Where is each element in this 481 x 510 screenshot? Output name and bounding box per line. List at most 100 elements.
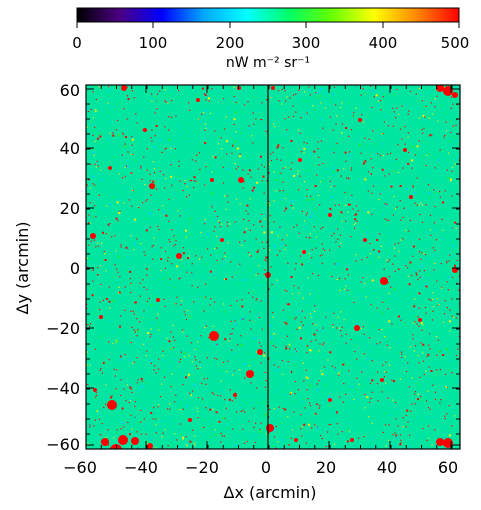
speckle <box>215 272 217 275</box>
speckle <box>259 156 261 158</box>
speckle <box>453 136 455 138</box>
speckle <box>240 318 243 320</box>
speckle <box>235 266 237 268</box>
speckle <box>277 235 279 237</box>
speckle <box>205 93 207 95</box>
speckle <box>103 361 105 364</box>
speckle <box>319 255 321 257</box>
speckle <box>428 415 430 417</box>
speckle <box>206 397 209 399</box>
speckle <box>409 147 411 149</box>
speckle <box>315 257 317 259</box>
colorbar-tick-label-100: 100 <box>139 34 168 52</box>
speckle <box>270 153 272 155</box>
speckle <box>149 336 151 338</box>
speckle <box>247 155 249 157</box>
speckle <box>407 267 409 269</box>
speckle <box>226 225 229 227</box>
speckle <box>284 210 286 212</box>
speckle <box>277 144 280 147</box>
speckle <box>89 323 92 325</box>
speckle <box>144 407 146 409</box>
speckle <box>345 393 347 395</box>
speckle <box>432 416 434 418</box>
speckle <box>412 185 414 187</box>
speckle <box>365 119 367 121</box>
speckle <box>341 335 343 337</box>
speckle <box>393 191 396 193</box>
speckle <box>281 140 283 142</box>
speckle <box>190 395 193 397</box>
speckle <box>371 446 373 449</box>
speckle <box>236 283 238 285</box>
speckle <box>418 238 421 240</box>
speckle <box>370 85 372 87</box>
speckle <box>165 178 167 180</box>
speckle <box>337 373 339 375</box>
speckle <box>279 385 281 387</box>
point-source <box>108 166 112 170</box>
speckle <box>170 164 172 166</box>
speckle <box>198 183 200 185</box>
speckle <box>442 150 444 152</box>
speckle <box>446 169 448 171</box>
speckle <box>150 137 152 139</box>
speckle <box>260 284 262 286</box>
speckle <box>157 225 159 227</box>
speckle <box>140 409 142 412</box>
speckle <box>160 338 162 340</box>
speckle <box>374 183 376 185</box>
speckle <box>218 220 220 222</box>
speckle <box>345 160 347 162</box>
speckle <box>178 165 180 167</box>
speckle <box>130 282 132 284</box>
speckle <box>119 276 121 278</box>
speckle <box>166 337 168 339</box>
speckle <box>146 427 148 429</box>
speckle <box>232 328 234 330</box>
speckle <box>203 419 205 421</box>
speckle <box>270 159 272 162</box>
speckle <box>384 371 386 373</box>
speckle <box>449 180 452 182</box>
speckle <box>164 148 166 150</box>
speckle <box>371 192 373 194</box>
speckle <box>298 292 300 294</box>
speckle <box>275 391 278 393</box>
speckle <box>88 244 90 246</box>
speckle <box>315 403 317 405</box>
speckle <box>400 239 402 241</box>
speckle <box>450 96 453 98</box>
speckle <box>425 370 427 372</box>
speckle <box>158 329 160 331</box>
speckle <box>224 252 226 254</box>
speckle <box>297 189 300 191</box>
speckle <box>140 377 143 380</box>
speckle <box>156 317 158 319</box>
speckle <box>95 307 97 309</box>
speckle <box>152 161 154 163</box>
speckle <box>296 224 298 226</box>
speckle <box>206 126 208 128</box>
speckle <box>392 399 394 401</box>
speckle <box>438 373 440 375</box>
speckle <box>193 384 196 387</box>
speckle <box>180 304 182 306</box>
point-source <box>107 400 117 410</box>
speckle <box>248 127 251 130</box>
speckle <box>178 124 180 127</box>
speckle <box>110 106 113 108</box>
speckle <box>303 137 305 139</box>
speckle <box>392 380 395 383</box>
speckle <box>227 106 229 108</box>
speckle <box>435 336 437 338</box>
speckle <box>301 341 303 343</box>
speckle <box>303 141 305 143</box>
speckle <box>214 226 216 228</box>
speckle <box>229 333 231 335</box>
speckle <box>385 329 387 331</box>
speckle <box>200 373 202 375</box>
speckle <box>423 373 425 376</box>
speckle <box>277 366 279 368</box>
speckle <box>309 384 312 387</box>
